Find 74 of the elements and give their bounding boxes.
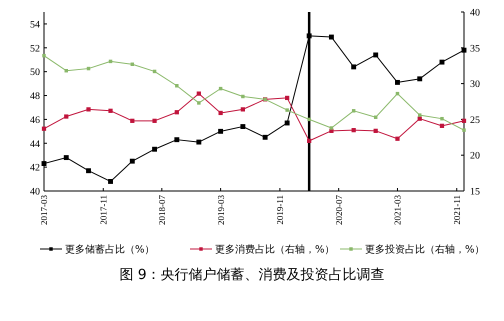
point bbox=[64, 155, 69, 160]
y2-tick-label: 35 bbox=[470, 43, 480, 54]
point bbox=[196, 140, 202, 145]
point bbox=[240, 124, 246, 130]
point bbox=[197, 101, 201, 105]
x-tick-label: 2021-03 bbox=[392, 194, 403, 225]
point bbox=[285, 108, 289, 112]
point bbox=[64, 68, 68, 72]
x-tick-label: 2021-11 bbox=[452, 195, 462, 225]
y-tick-label: 42 bbox=[30, 162, 40, 174]
point bbox=[240, 107, 245, 112]
text: 图 9：央行储户储蓄、消费及投资占比调查 bbox=[119, 267, 385, 283]
x-tick-label: 2019-11 bbox=[275, 195, 286, 225]
point bbox=[218, 86, 222, 90]
y-tick-label: 48 bbox=[30, 91, 40, 102]
x-tick-label: 2018-07 bbox=[156, 194, 167, 225]
point bbox=[374, 116, 378, 119]
point bbox=[418, 113, 422, 117]
y2-tick-label: 25 bbox=[470, 114, 480, 126]
point bbox=[108, 108, 113, 113]
point bbox=[130, 62, 134, 66]
point bbox=[42, 161, 46, 166]
point bbox=[86, 168, 91, 174]
point bbox=[440, 124, 444, 128]
point bbox=[417, 76, 422, 82]
point bbox=[64, 114, 68, 119]
y-tick-label: 44 bbox=[30, 138, 40, 150]
point bbox=[174, 110, 179, 114]
point bbox=[108, 60, 112, 64]
x-tick-label: 2017-11 bbox=[98, 195, 108, 225]
point bbox=[307, 118, 311, 122]
point bbox=[352, 109, 356, 113]
point bbox=[175, 84, 179, 88]
point bbox=[396, 92, 400, 96]
point bbox=[218, 128, 224, 134]
point bbox=[440, 60, 444, 65]
point bbox=[174, 137, 180, 142]
x-tick-label: 2019-03 bbox=[216, 194, 226, 225]
point bbox=[108, 179, 113, 184]
point bbox=[262, 134, 268, 140]
point bbox=[395, 136, 400, 141]
y-tick-label: 40 bbox=[30, 186, 40, 198]
point bbox=[285, 96, 290, 100]
point bbox=[284, 120, 290, 126]
point bbox=[328, 34, 334, 40]
point bbox=[351, 64, 356, 70]
y-tick-label: 52 bbox=[30, 43, 40, 54]
x-tick-label: 2020-07 bbox=[334, 194, 344, 225]
point bbox=[196, 92, 201, 96]
point bbox=[418, 116, 422, 121]
legend-label: 更多消费占比（右轴，%） bbox=[215, 244, 335, 256]
point bbox=[152, 70, 156, 74]
y-tick-label: 54 bbox=[30, 19, 40, 30]
y2-tick-label: 15 bbox=[470, 186, 480, 198]
point bbox=[152, 118, 157, 123]
point bbox=[307, 138, 312, 143]
legend-label: 更多储蓄占比（%） bbox=[65, 244, 155, 256]
y2-tick-label: 20 bbox=[470, 150, 480, 162]
x-tick-label: 2017-03 bbox=[39, 194, 50, 225]
y2-tick-label: 30 bbox=[470, 79, 480, 90]
y-tick-label: 46 bbox=[30, 114, 40, 126]
point bbox=[130, 158, 135, 164]
point bbox=[395, 80, 400, 85]
point bbox=[306, 33, 312, 38]
point bbox=[152, 146, 158, 152]
point bbox=[352, 128, 356, 132]
y-tick-label: 50 bbox=[30, 67, 40, 78]
point bbox=[130, 118, 134, 123]
y2-tick-label: 40 bbox=[470, 8, 480, 18]
point bbox=[373, 52, 378, 58]
point bbox=[462, 118, 466, 123]
point bbox=[42, 126, 46, 131]
point bbox=[374, 128, 378, 133]
legend-label: 更多投资占比（右轴，%） bbox=[365, 244, 485, 256]
